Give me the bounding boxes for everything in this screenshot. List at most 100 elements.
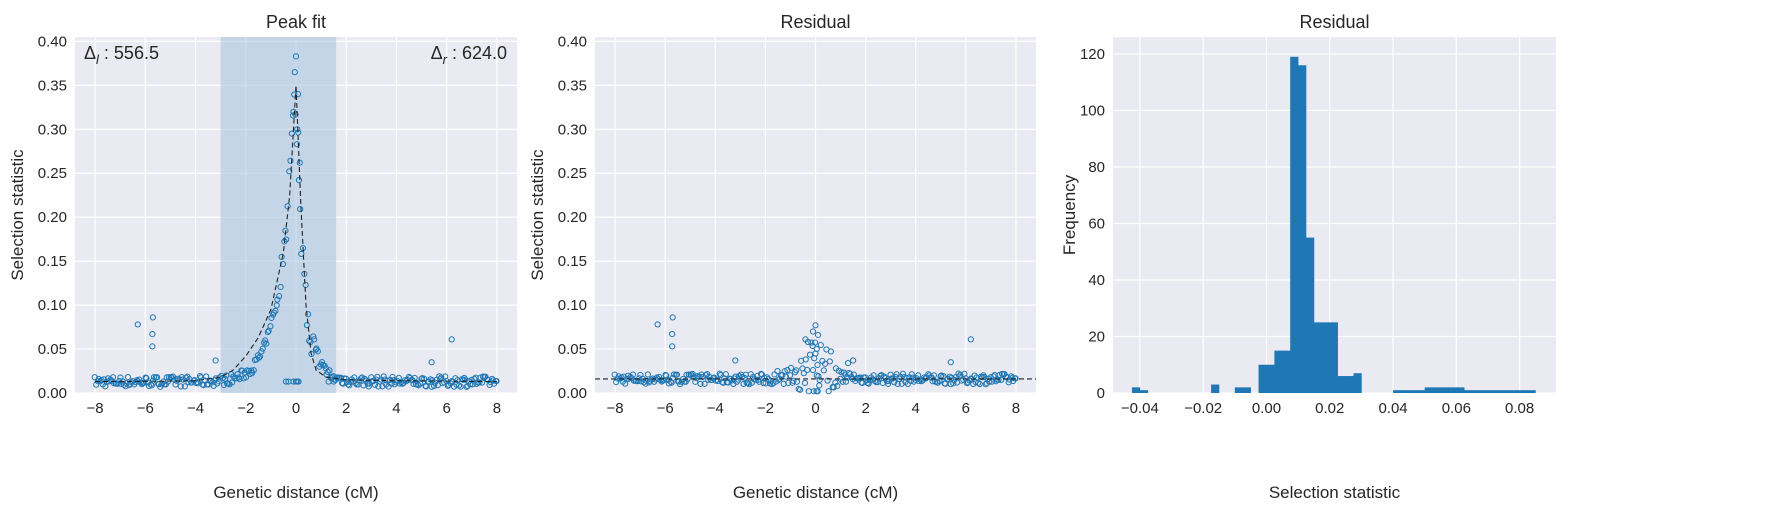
y-tick-label: 0.35 [558, 77, 587, 94]
data-point [282, 378, 290, 385]
data-point [242, 374, 250, 381]
y-tick-label: 0.25 [38, 165, 67, 182]
y-tick-label: 60 [1088, 215, 1105, 232]
data-point [787, 364, 795, 371]
data-point [947, 359, 954, 366]
data-point [283, 236, 290, 243]
data-point [278, 253, 285, 261]
data-point [816, 382, 823, 389]
x-tick-label: −0.02 [1184, 400, 1222, 417]
data-point [361, 375, 368, 383]
x-tick-label: −2 [757, 400, 774, 417]
data-point [957, 371, 964, 378]
data-point [490, 377, 497, 384]
data-point [325, 378, 332, 385]
data-point [401, 377, 409, 384]
data-point [291, 69, 298, 76]
data-point [847, 370, 854, 378]
y-tick-label: 0.00 [38, 385, 67, 402]
data-point [814, 361, 821, 368]
data-point [144, 379, 151, 386]
data-point [825, 388, 832, 395]
data-point [294, 126, 301, 133]
data-point [324, 368, 331, 376]
data-point [478, 379, 486, 386]
data-point [753, 376, 760, 383]
histogram-bar [1424, 387, 1433, 393]
data-point [102, 383, 109, 390]
data-point [212, 357, 219, 364]
data-point [810, 388, 817, 395]
data-point [455, 382, 463, 389]
y-tick-label: 0.30 [38, 121, 67, 138]
data-point [663, 372, 670, 379]
data-point [964, 379, 972, 386]
x-tick-label: 4 [912, 400, 920, 417]
data-point [153, 374, 161, 381]
data-point [673, 371, 681, 378]
y-tick-labels: 0 20 40 60 80 100 120 [1080, 46, 1105, 402]
histogram-bars [1131, 56, 1536, 394]
chart-title: Residual [780, 12, 850, 32]
x-tick-label: 8 [493, 400, 501, 417]
data-point [194, 379, 201, 386]
histogram-bar [1337, 376, 1346, 393]
data-point [234, 371, 241, 378]
data-point [814, 331, 822, 339]
data-points [611, 314, 1019, 395]
data-point [790, 377, 797, 384]
x-tick-label: 0.06 [1442, 400, 1471, 417]
data-point [428, 359, 435, 366]
x-tick-labels: −8 −6 −4 −2 0 2 4 6 8 [87, 400, 502, 417]
y-tick-label: 0.05 [38, 341, 67, 358]
histogram-bar [1519, 390, 1528, 393]
y-tick-label: 0.35 [38, 77, 67, 94]
data-point [809, 367, 817, 374]
y-tick-label: 100 [1080, 102, 1105, 119]
data-point [370, 378, 377, 385]
y-tick-label: 0.20 [558, 209, 587, 226]
data-point [295, 177, 303, 184]
data-point [1005, 379, 1012, 386]
y-tick-label: 20 [1088, 328, 1105, 345]
data-point [801, 379, 809, 387]
data-point [629, 371, 637, 378]
data-point [899, 370, 907, 377]
x-tick-label: 6 [962, 400, 970, 417]
data-point [793, 367, 800, 374]
data-point [806, 351, 814, 358]
data-point [870, 372, 877, 379]
data-point [310, 333, 317, 340]
data-point [826, 358, 833, 365]
data-point [445, 381, 452, 389]
data-point [782, 373, 789, 380]
data-point [272, 307, 279, 314]
y-tick-label: 80 [1088, 159, 1105, 176]
data-point [811, 355, 818, 362]
data-point [809, 328, 817, 335]
shaded-peak-region [220, 37, 337, 393]
x-tick-label: 0.08 [1505, 400, 1534, 417]
chart-title: Peak fit [266, 12, 326, 32]
data-point [786, 372, 794, 379]
data-point [915, 377, 922, 385]
data-point [389, 373, 396, 381]
data-point [702, 372, 709, 379]
data-point [689, 370, 696, 378]
x-tick-label: −8 [606, 400, 623, 417]
histogram-bar [1464, 390, 1473, 393]
histogram-bar [1131, 387, 1141, 393]
data-point [654, 321, 661, 328]
histogram-bar [1495, 390, 1505, 393]
data-point [286, 168, 293, 175]
data-point [817, 341, 824, 349]
data-point [122, 383, 129, 390]
data-point [134, 321, 141, 328]
data-point [820, 367, 827, 374]
data-point [839, 378, 846, 385]
data-point [297, 206, 304, 213]
data-point [438, 374, 445, 381]
histogram-bar [1432, 387, 1441, 393]
data-point [264, 328, 271, 336]
